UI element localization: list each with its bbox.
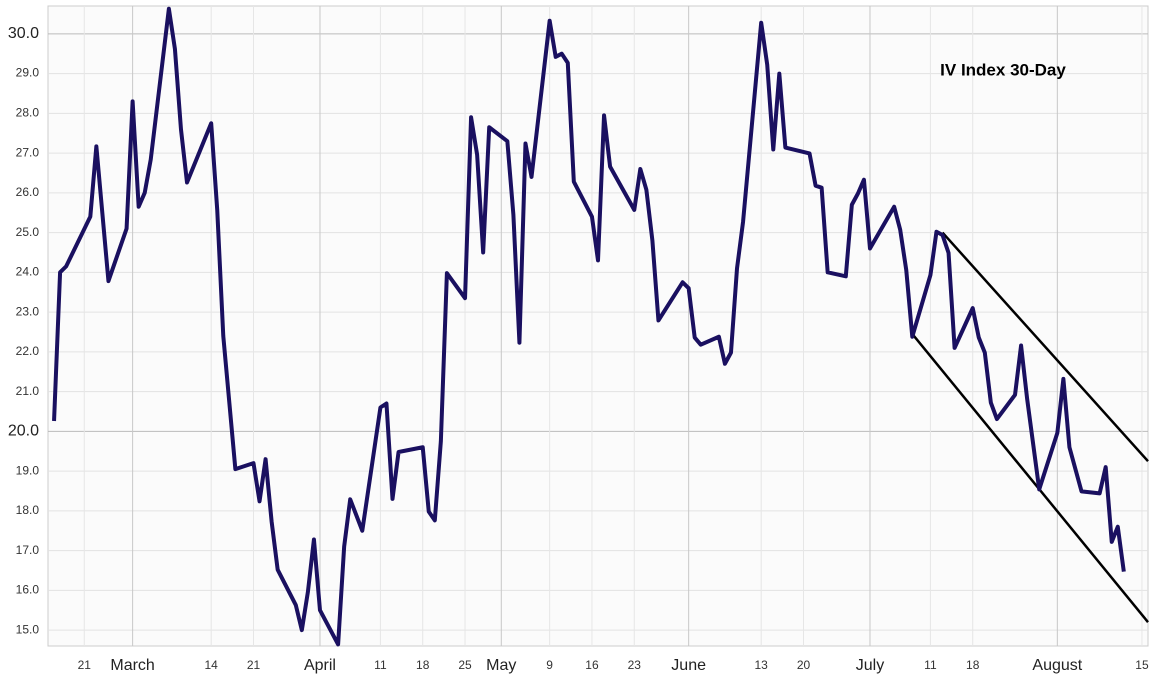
- trend-line: [911, 333, 1149, 623]
- y-tick-label: 27.0: [16, 145, 40, 159]
- y-tick-label: 22.0: [16, 344, 40, 358]
- x-tick-label: 13: [755, 658, 769, 672]
- x-tick-label: 20: [797, 658, 811, 672]
- x-tick-label: 9: [546, 658, 553, 672]
- plot-area: [47, 5, 1149, 647]
- x-tick-label: 15: [1135, 658, 1149, 672]
- y-tick-label: 15.0: [16, 622, 40, 636]
- x-tick-label: July: [856, 657, 884, 674]
- x-tick-label: 25: [458, 658, 472, 672]
- x-tick-label: 18: [966, 658, 980, 672]
- y-tick-label: 25.0: [16, 225, 40, 239]
- x-tick-label: 23: [628, 658, 642, 672]
- data-line: [52, 6, 1126, 647]
- y-tick-label: 23.0: [16, 304, 40, 318]
- y-tick-label: 20.0: [8, 423, 39, 440]
- trend-line: [941, 231, 1149, 462]
- y-tick-label: 26.0: [16, 185, 40, 199]
- x-tick-label: 14: [205, 658, 219, 672]
- y-tick-label: 30.0: [8, 25, 39, 42]
- x-tick-label: May: [486, 657, 516, 674]
- x-tick-label: 21: [78, 658, 92, 672]
- x-tick-label: 11: [374, 658, 387, 672]
- y-tick-label: 28.0: [16, 106, 40, 120]
- x-tick-label: 18: [416, 658, 430, 672]
- x-tick-label: March: [110, 657, 154, 674]
- x-tick-label: April: [304, 657, 336, 674]
- x-tick-label: June: [671, 657, 706, 674]
- y-tick-label: 29.0: [16, 66, 40, 80]
- y-tick-label: 18.0: [16, 503, 40, 517]
- x-tick-label: August: [1032, 657, 1082, 674]
- y-tick-label: 21.0: [16, 384, 40, 398]
- annotation: IV Index 30-Day: [940, 60, 1066, 79]
- y-tick-label: 17.0: [16, 543, 40, 557]
- y-tick-label: 24.0: [16, 265, 40, 279]
- y-tick-label: 19.0: [16, 463, 40, 477]
- x-tick-label: 21: [247, 658, 261, 672]
- x-tick-label: 16: [585, 658, 599, 672]
- y-tick-label: 16.0: [16, 583, 40, 597]
- x-tick-label: 11: [924, 658, 937, 672]
